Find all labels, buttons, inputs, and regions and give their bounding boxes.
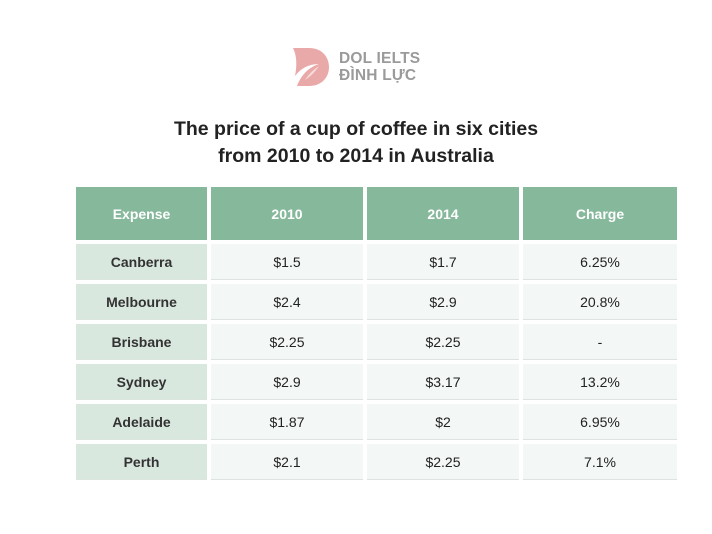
logo-line1: DOL IELTS: [339, 50, 421, 67]
value-cell: $2.9: [211, 364, 363, 400]
city-cell: Canberra: [76, 244, 207, 280]
value-cell: $1.87: [211, 404, 363, 440]
value-cell: 7.1%: [523, 444, 677, 480]
value-cell: $2.25: [367, 444, 519, 480]
value-cell: $2.25: [367, 324, 519, 360]
table-row: Canberra $1.5 $1.7 6.25%: [76, 244, 677, 280]
city-cell: Sydney: [76, 364, 207, 400]
value-cell: 6.95%: [523, 404, 677, 440]
value-cell: -: [523, 324, 677, 360]
value-cell: $2.4: [211, 284, 363, 320]
column-header: Expense: [76, 187, 207, 240]
logo: DOL IELTS ĐÌNH LỰC: [291, 46, 420, 88]
column-header: 2010: [211, 187, 363, 240]
value-cell: $2.9: [367, 284, 519, 320]
value-cell: 20.8%: [523, 284, 677, 320]
table-row: Perth $2.1 $2.25 7.1%: [76, 444, 677, 480]
city-cell: Adelaide: [76, 404, 207, 440]
value-cell: $3.17: [367, 364, 519, 400]
title-line-1: The price of a cup of coffee in six citi…: [173, 118, 539, 140]
value-cell: 6.25%: [523, 244, 677, 280]
value-cell: $1.7: [367, 244, 519, 280]
value-cell: $2.1: [211, 444, 363, 480]
table-row: Sydney $2.9 $3.17 13.2%: [76, 364, 677, 400]
header-row: Expense 2010 2014 Charge: [76, 187, 677, 240]
value-cell: $2.25: [211, 324, 363, 360]
city-cell: Perth: [76, 444, 207, 480]
price-table: Expense 2010 2014 Charge Canberra $1.5 $1.7 6.…: [72, 183, 681, 484]
table-row: Adelaide $1.87 $2 6.95%: [76, 404, 677, 440]
logo-icon: [293, 48, 329, 86]
value-cell: $1.5: [211, 244, 363, 280]
title-line-2: from 2010 to 2014 in Australia: [218, 145, 494, 167]
logo-line2: ĐÌNH LỰC: [339, 67, 417, 84]
city-cell: Melbourne: [76, 284, 207, 320]
column-header: 2014: [367, 187, 519, 240]
city-cell: Brisbane: [76, 324, 207, 360]
column-header: Charge: [523, 187, 677, 240]
chart-title: The price of a cup of coffee in six citi…: [0, 116, 712, 170]
table-row: Brisbane $2.25 $2.25-: [76, 324, 677, 360]
value-cell: 13.2%: [523, 364, 677, 400]
value-cell: $2: [367, 404, 519, 440]
table-row: Melbourne $2.4 $2.9 20.8%: [76, 284, 677, 320]
